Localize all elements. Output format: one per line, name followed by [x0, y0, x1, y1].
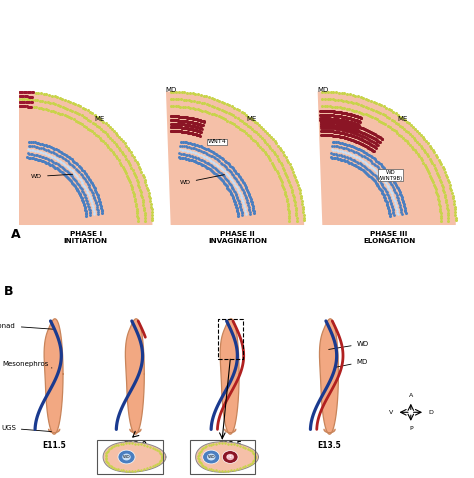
Text: A: A	[409, 393, 413, 398]
Polygon shape	[14, 91, 153, 225]
Text: PHASE I
INITIATION: PHASE I INITIATION	[64, 231, 108, 244]
Polygon shape	[319, 319, 338, 434]
Text: Mesonephros: Mesonephros	[2, 361, 52, 368]
Polygon shape	[49, 429, 60, 433]
Polygon shape	[220, 319, 239, 434]
Text: LHX1+ MD
progenitors: LHX1+ MD progenitors	[0, 477, 1, 478]
Text: V: V	[389, 410, 393, 415]
Text: MD: MD	[317, 87, 328, 93]
Polygon shape	[196, 442, 258, 472]
Circle shape	[222, 451, 238, 463]
Text: WD
(WNT9B): WD (WNT9B)	[379, 170, 403, 181]
Polygon shape	[125, 319, 144, 434]
Polygon shape	[103, 442, 166, 472]
Text: WD: WD	[123, 455, 130, 459]
Text: E11.5: E11.5	[42, 441, 66, 450]
Polygon shape	[166, 91, 304, 225]
Text: ME: ME	[94, 117, 105, 122]
Text: WNT4: WNT4	[207, 140, 226, 144]
Text: MD: MD	[227, 455, 234, 459]
Text: ME: ME	[398, 117, 408, 122]
Text: Gonad: Gonad	[0, 323, 54, 329]
Polygon shape	[318, 91, 456, 225]
Polygon shape	[130, 429, 141, 433]
Text: PHASE II
INVAGINATION: PHASE II INVAGINATION	[208, 231, 267, 244]
Text: WD: WD	[328, 341, 369, 349]
Polygon shape	[324, 429, 335, 433]
Circle shape	[207, 454, 216, 460]
Text: D: D	[428, 410, 433, 415]
Circle shape	[122, 454, 131, 460]
Polygon shape	[225, 429, 236, 433]
Text: B: B	[4, 284, 13, 297]
Text: MD: MD	[335, 359, 368, 368]
Text: WD: WD	[31, 174, 73, 179]
Text: WD: WD	[208, 455, 215, 459]
Circle shape	[203, 450, 220, 464]
Text: E12.0: E12.0	[124, 441, 147, 450]
Circle shape	[118, 450, 135, 464]
Text: ME: ME	[246, 117, 256, 122]
Text: P: P	[409, 426, 412, 431]
Text: MD: MD	[165, 87, 177, 93]
Text: PHASE III
ELONGATION: PHASE III ELONGATION	[363, 231, 415, 244]
Text: WD: WD	[180, 174, 225, 185]
Text: E13.5: E13.5	[318, 441, 341, 450]
Text: UGS: UGS	[1, 425, 51, 432]
Circle shape	[226, 454, 234, 460]
Text: E12.5: E12.5	[219, 441, 242, 450]
Text: A: A	[11, 228, 21, 241]
Polygon shape	[44, 319, 63, 434]
